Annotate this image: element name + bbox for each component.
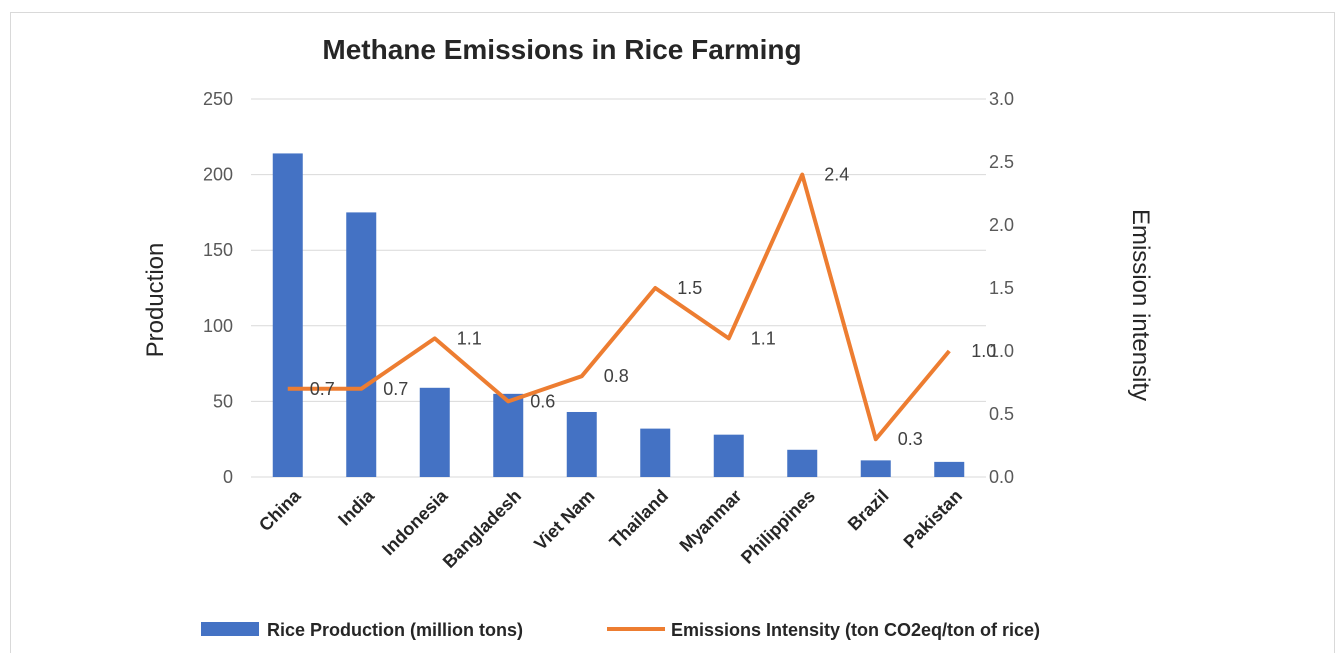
- category-label: Pakistan: [900, 486, 967, 553]
- data-label: 1.0: [971, 341, 996, 361]
- category-label: China: [255, 485, 305, 535]
- left-tick-label: 0: [223, 467, 233, 487]
- category-label: Bangladesh: [439, 486, 525, 572]
- bar-series: [272, 153, 965, 477]
- y2-axis-label: Emission intensity: [1127, 209, 1154, 401]
- legend-bar-swatch: [201, 622, 259, 636]
- y-axis-label: Production: [142, 243, 169, 358]
- data-label: 0.3: [898, 429, 923, 449]
- category-label: Viet Nam: [530, 486, 598, 554]
- data-label: 0.8: [604, 366, 629, 386]
- bar: [419, 387, 450, 477]
- category-label: Myanmar: [676, 486, 746, 556]
- bar: [860, 460, 891, 477]
- right-tick-label: 1.5: [989, 278, 1014, 298]
- data-label: 0.6: [530, 391, 555, 411]
- data-label: 0.7: [310, 379, 335, 399]
- left-tick-label: 100: [203, 316, 233, 336]
- chart-frame: Methane Emissions in Rice Farming 0 50 100…: [10, 12, 1335, 653]
- right-tick-label: 3.0: [989, 89, 1014, 109]
- bar: [713, 434, 744, 477]
- category-label: Philippines: [737, 486, 819, 568]
- category-label: Brazil: [844, 486, 893, 535]
- right-tick-label: 0.5: [989, 404, 1014, 424]
- right-tick-label: 2.0: [989, 215, 1014, 235]
- left-tick-label: 250: [203, 89, 233, 109]
- bar: [272, 153, 303, 477]
- data-label: 1.1: [457, 328, 482, 348]
- legend: Rice Production (million tons) Emissions…: [201, 620, 1040, 640]
- legend-line-label: Emissions Intensity (ton CO2eq/ton of ri…: [671, 620, 1040, 640]
- right-tick-label: 2.5: [989, 152, 1014, 172]
- data-label: 1.1: [751, 328, 776, 348]
- chart-svg: Methane Emissions in Rice Farming 0 50 100…: [142, 34, 1154, 640]
- bar: [493, 393, 524, 477]
- left-tick-label: 150: [203, 240, 233, 260]
- right-axis-ticks: 0.0 0.5 1.0 1.5 2.0 2.5 3.0: [989, 89, 1014, 487]
- data-label: 1.5: [677, 278, 702, 298]
- category-label: Indonesia: [378, 485, 452, 559]
- left-tick-label: 200: [203, 165, 233, 185]
- line-series: 0.7 0.7 1.1 0.6 0.8 1.5 1.1 2.4 0.3 1.0: [287, 165, 996, 449]
- bar: [640, 428, 671, 477]
- left-tick-label: 50: [213, 391, 233, 411]
- legend-bar-label: Rice Production (million tons): [267, 620, 523, 640]
- data-label: 2.4: [824, 165, 849, 185]
- left-axis-ticks: 0 50 100 150 200 250: [203, 89, 233, 487]
- category-label: Thailand: [606, 486, 672, 552]
- right-tick-label: 0.0: [989, 467, 1014, 487]
- chart-title: Methane Emissions in Rice Farming: [322, 34, 801, 65]
- data-label: 0.7: [383, 379, 408, 399]
- bar: [787, 449, 818, 477]
- bar: [566, 411, 597, 477]
- category-label: India: [334, 485, 379, 530]
- bar: [346, 212, 377, 477]
- intensity-line: [287, 172, 951, 442]
- bar: [934, 461, 965, 477]
- right-tick-label: 1.0: [989, 341, 1014, 361]
